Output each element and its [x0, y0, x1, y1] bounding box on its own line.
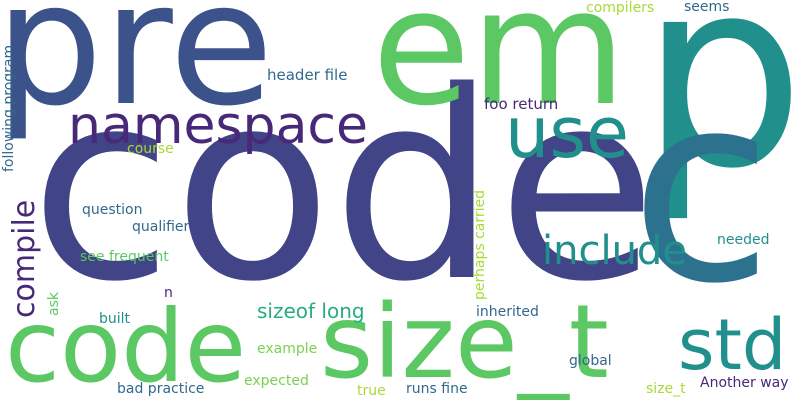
- word-see-frequent: see frequent: [80, 249, 169, 265]
- word-use: use: [505, 92, 629, 174]
- word-size_t-big: size_t: [320, 283, 609, 400]
- word-expected: expected: [244, 373, 309, 389]
- word-pre: pre: [0, 0, 274, 144]
- word-seems: seems: [684, 0, 730, 15]
- word-header-file: header file: [267, 66, 348, 84]
- word-sizeof-long: sizeof long: [257, 299, 365, 323]
- word-namespace: namespace: [68, 96, 369, 156]
- word-course: course: [127, 141, 174, 157]
- word-p: p: [640, 0, 800, 226]
- word-another-way: Another way: [700, 375, 789, 391]
- word-runs-fine: runs fine: [406, 381, 468, 397]
- word-code-main: code: [30, 37, 658, 339]
- word-qualifier: qualifier: [132, 219, 190, 235]
- word-bad-practice: bad practice: [117, 381, 205, 397]
- word-include: include: [542, 228, 687, 274]
- word-em: em: [372, 0, 627, 141]
- word-c: c: [630, 39, 773, 341]
- word-needed: needed: [717, 232, 770, 248]
- word-size_t-small: size_t: [646, 381, 686, 397]
- word-code-small: code: [5, 288, 247, 400]
- word-true: true: [357, 383, 386, 399]
- word-compilers: compilers: [586, 0, 655, 16]
- word-std: std: [678, 304, 787, 386]
- word-following-program: following program: [1, 44, 17, 172]
- word-example: example: [257, 341, 318, 357]
- word-foo-return: foo return: [484, 95, 559, 113]
- word-n: n: [164, 285, 173, 301]
- word-built: built: [99, 311, 131, 327]
- word-question: question: [82, 202, 143, 218]
- word-compile: compile: [7, 199, 42, 318]
- word-perhaps-carried: perhaps carried: [472, 189, 488, 300]
- word-inherited: inherited: [476, 304, 539, 320]
- word-ask: ask: [46, 292, 62, 316]
- word-global: global: [569, 353, 612, 369]
